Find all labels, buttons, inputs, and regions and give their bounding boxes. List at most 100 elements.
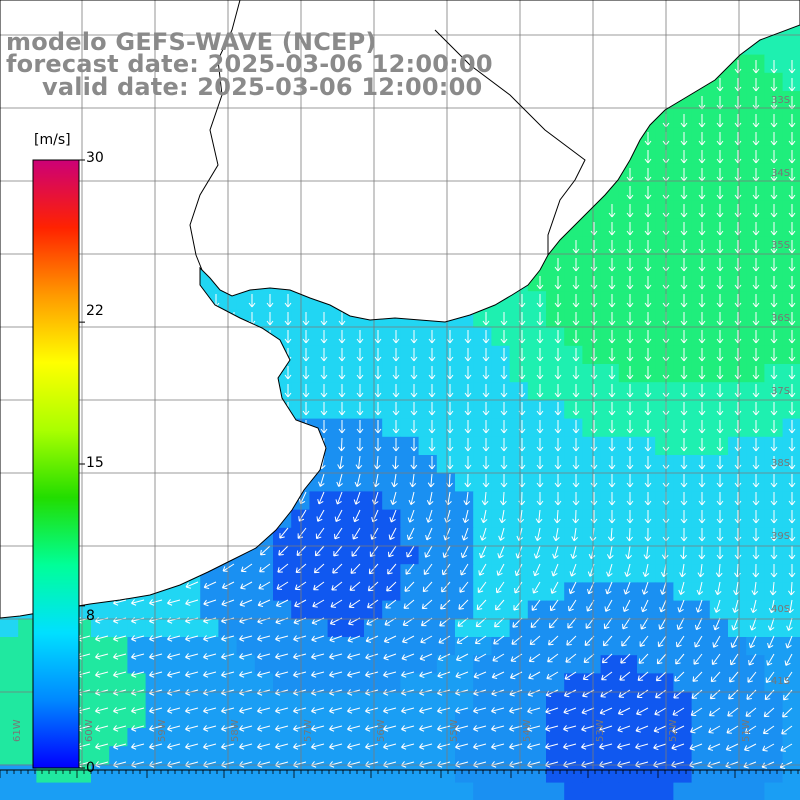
- wind-arrow: [365, 743, 379, 750]
- wind-arrow: [230, 312, 238, 326]
- ocean-cell: [618, 764, 638, 784]
- ocean-cell: [382, 709, 401, 729]
- ocean-cell: [236, 728, 256, 747]
- ocean-cell: [345, 382, 365, 401]
- lat-label: 38S: [771, 458, 791, 469]
- ocean-cell: [18, 728, 37, 747]
- ocean-cell: [728, 200, 747, 219]
- ocean-cell: [327, 382, 347, 401]
- wind-arrow: [752, 366, 760, 380]
- wind-arrow: [428, 438, 436, 452]
- ocean-cell: [709, 655, 729, 674]
- wind-arrow: [203, 707, 217, 714]
- ocean-cell: [455, 746, 474, 765]
- wind-arrow: [347, 743, 361, 750]
- wind-arrow: [728, 689, 739, 700]
- wind-arrow: [680, 276, 688, 290]
- wind-arrow: [641, 581, 649, 595]
- ocean-cell: [673, 764, 693, 784]
- wind-arrow: [527, 725, 541, 732]
- wind-arrow: [785, 635, 793, 649]
- wind-arrow: [750, 599, 758, 614]
- wind-arrow: [581, 725, 595, 732]
- wind-arrow: [752, 384, 760, 398]
- ocean-cell: [673, 746, 693, 765]
- wind-arrow: [347, 671, 361, 678]
- ocean-cell: [291, 527, 310, 547]
- ocean-cell: [709, 200, 729, 219]
- wind-arrow: [167, 635, 181, 642]
- wind-arrow: [680, 438, 688, 452]
- ocean-cell: [473, 436, 492, 456]
- ocean-cell: [91, 618, 110, 638]
- wind-arrow: [476, 599, 487, 611]
- wind-arrow: [491, 671, 505, 680]
- wind-arrow: [528, 671, 541, 680]
- ocean-cell: [400, 691, 420, 711]
- ocean-cell: [327, 709, 347, 729]
- wind-arrow: [478, 563, 487, 576]
- wind-arrow: [752, 456, 760, 470]
- ocean-cell: [400, 455, 420, 474]
- ocean-cell: [546, 564, 565, 583]
- ocean-cell: [691, 527, 711, 547]
- wind-arrow: [747, 671, 757, 683]
- wind-arrow: [424, 545, 433, 558]
- ocean-cell: [600, 746, 620, 765]
- wind-arrow: [388, 545, 397, 558]
- ocean-cell: [728, 145, 747, 165]
- wind-arrow: [95, 653, 109, 660]
- ocean-cell: [746, 655, 765, 674]
- wind-arrow: [770, 294, 778, 308]
- ocean-cell: [527, 673, 547, 693]
- ocean-cell: [655, 618, 674, 638]
- ocean-cell: [655, 418, 674, 438]
- wind-arrow: [406, 545, 415, 558]
- ocean-cell: [200, 673, 219, 693]
- ocean-cell: [564, 618, 583, 638]
- ocean-cell: [309, 400, 329, 420]
- ocean-cell: [436, 382, 456, 401]
- ocean-cell: [782, 91, 800, 110]
- wind-arrow: [696, 581, 704, 596]
- wind-arrow: [680, 420, 688, 434]
- wind-arrow: [604, 599, 613, 612]
- ocean-cell: [400, 509, 420, 529]
- ocean-cell: [564, 291, 583, 310]
- ocean-cell: [655, 382, 674, 401]
- wind-arrow: [680, 545, 687, 560]
- wind-arrow: [316, 509, 325, 522]
- ocean-cell: [618, 473, 638, 492]
- ocean-cell: [455, 691, 474, 711]
- ocean-cell: [182, 709, 201, 729]
- ocean-cell: [655, 327, 674, 347]
- wind-arrow: [329, 635, 343, 643]
- wind-arrow: [770, 204, 778, 218]
- ocean-cell: [600, 473, 620, 492]
- ocean-cell: [491, 473, 511, 492]
- ocean-cell: [436, 473, 456, 492]
- colorbar-tick-label: 0: [86, 760, 95, 776]
- ocean-cell: [491, 364, 511, 383]
- ocean-cell: [618, 691, 638, 711]
- ocean-cell: [564, 673, 583, 693]
- wind-arrow: [276, 581, 289, 590]
- wind-arrow: [644, 240, 652, 254]
- ocean-cell: [473, 382, 492, 401]
- wind-arrow: [131, 671, 145, 678]
- ocean-cell: [491, 564, 511, 583]
- wind-arrow: [572, 492, 580, 506]
- wind-arrow: [548, 635, 559, 646]
- ocean-cell: [709, 673, 729, 693]
- wind-arrow: [302, 366, 310, 380]
- wind-arrow: [427, 473, 435, 488]
- ocean-cell: [691, 764, 711, 784]
- wind-arrow: [352, 527, 361, 540]
- wind-arrow: [582, 689, 595, 698]
- ocean-cell: [582, 473, 602, 492]
- ocean-cell: [491, 728, 511, 747]
- wind-arrow: [677, 599, 685, 613]
- ocean-cell: [709, 309, 729, 329]
- wind-arrow: [572, 348, 580, 362]
- wind-arrow: [680, 402, 688, 416]
